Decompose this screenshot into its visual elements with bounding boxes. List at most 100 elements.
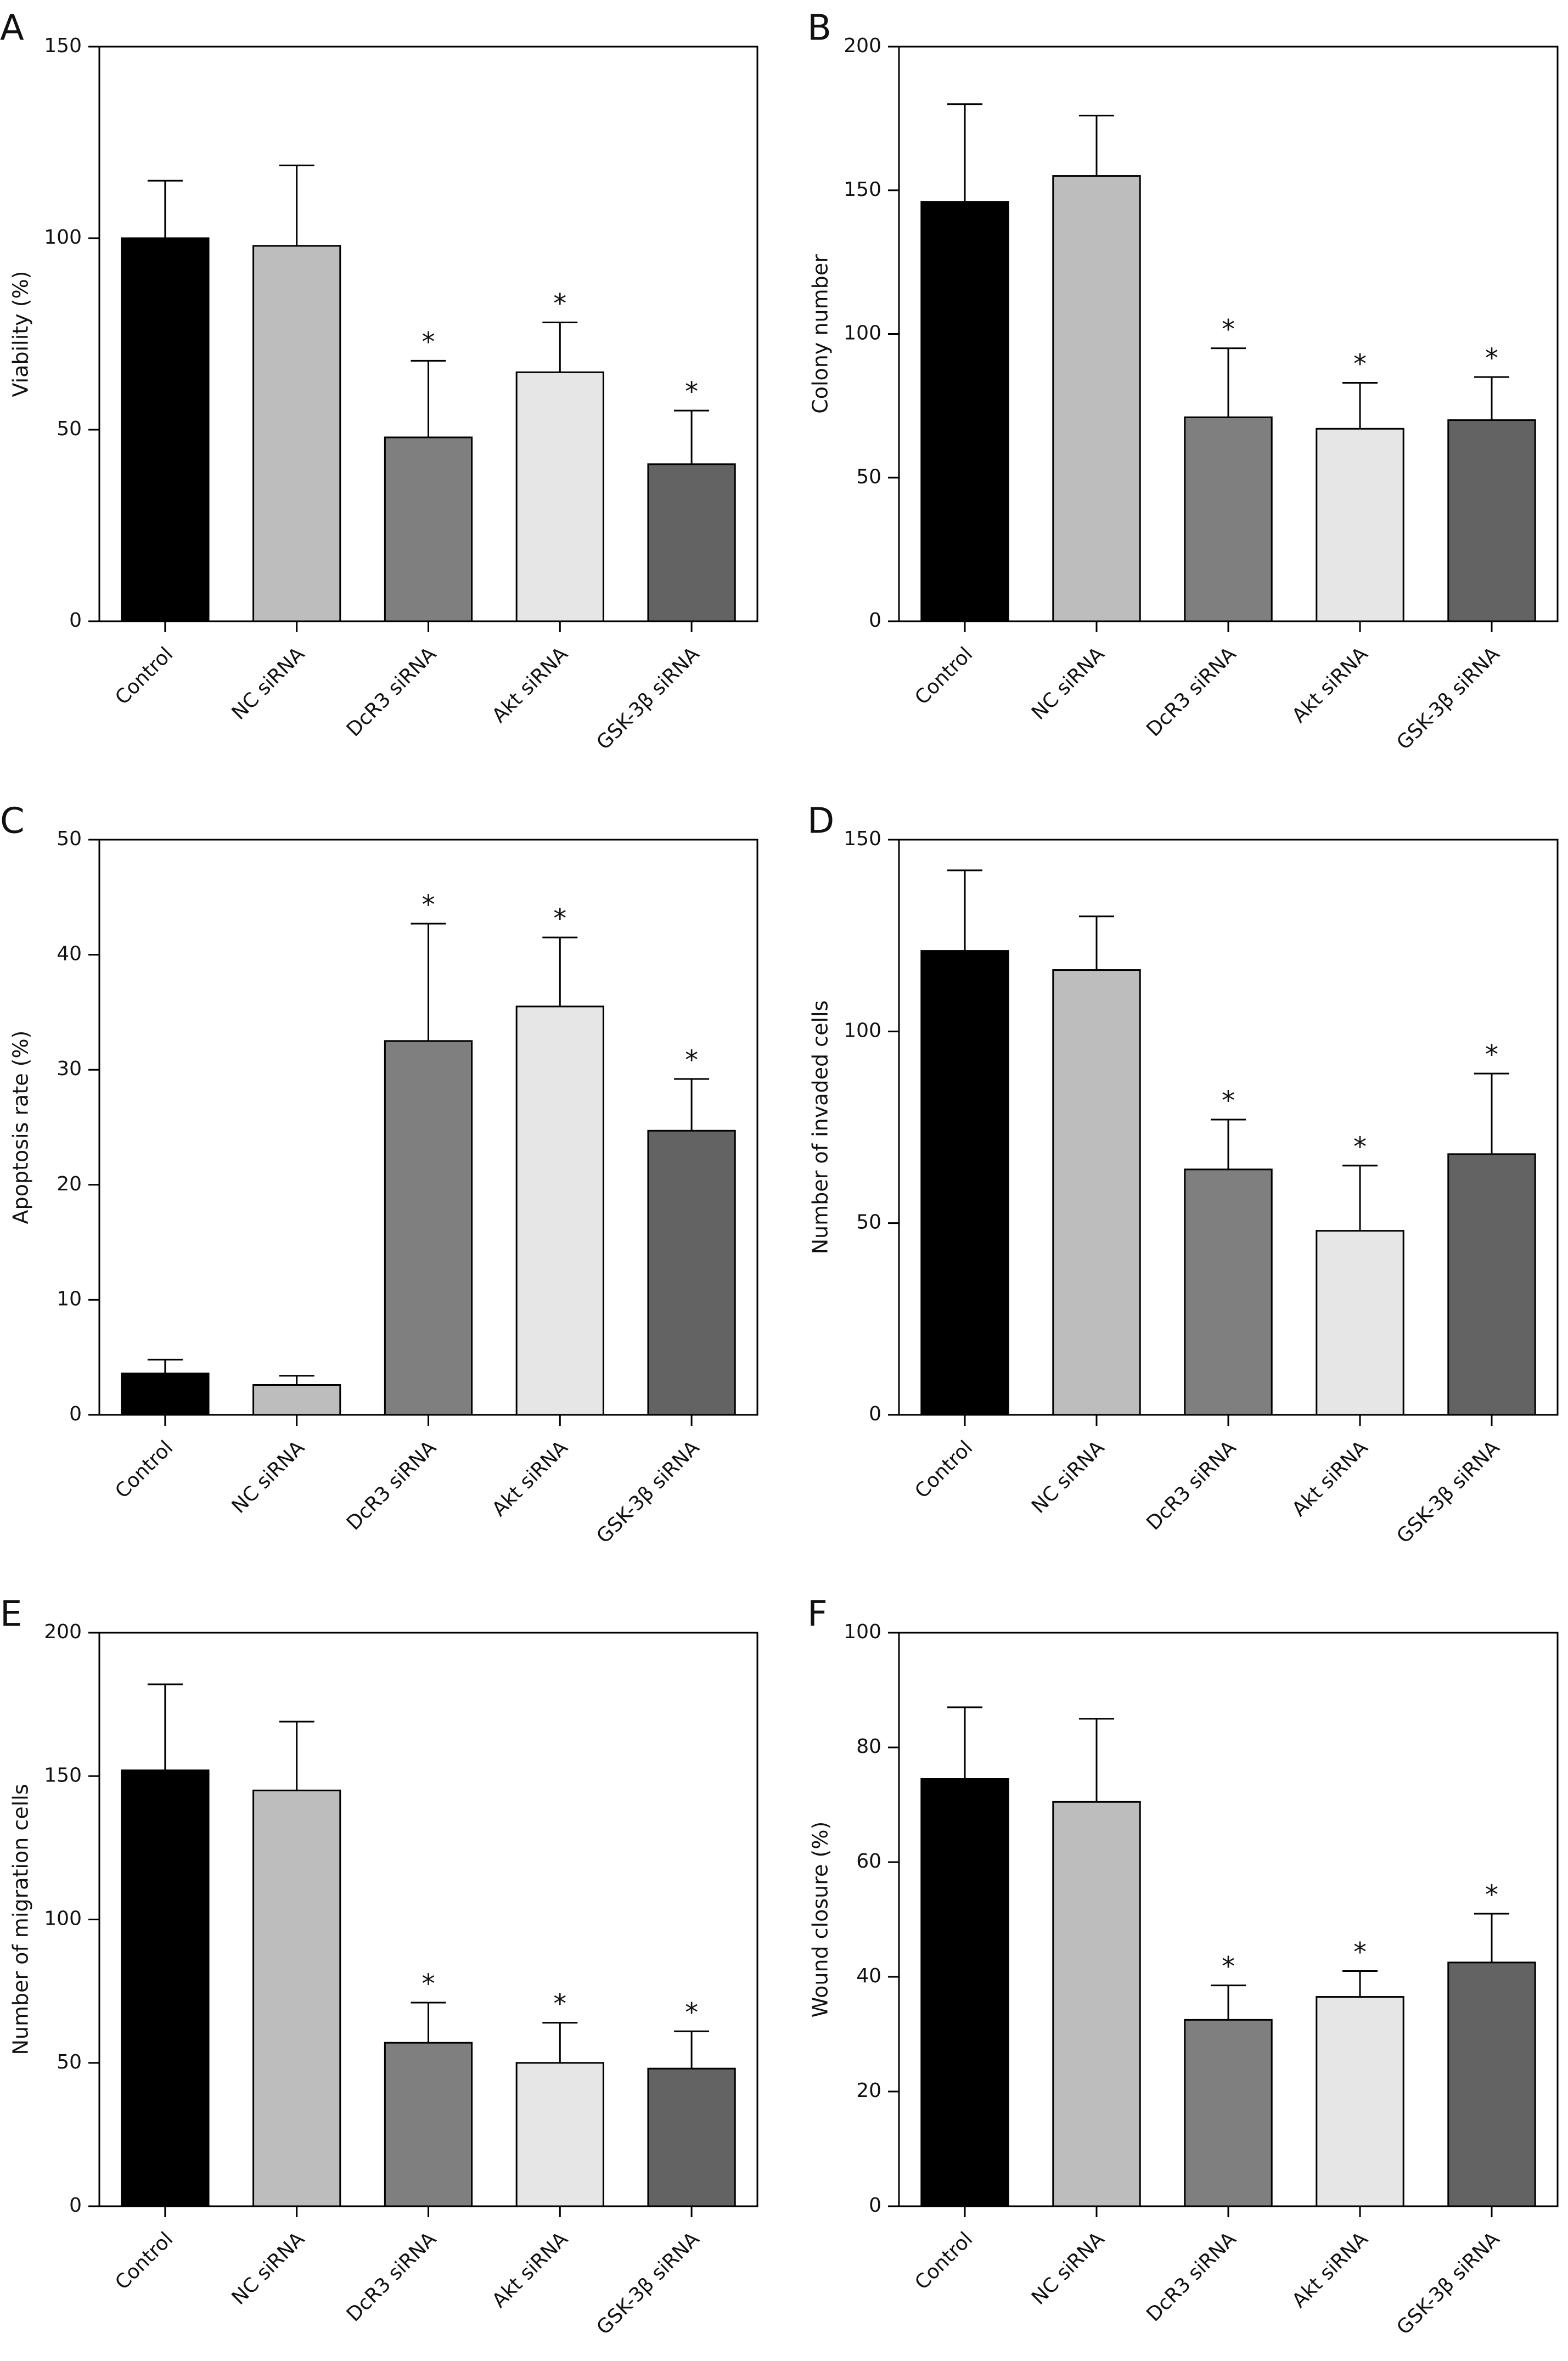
category-label: GSK-3β siRNA bbox=[1392, 2228, 1504, 2339]
category-label: Control bbox=[111, 2228, 177, 2294]
y-tick-label: 40 bbox=[856, 1965, 881, 1987]
bar bbox=[1184, 1168, 1273, 1416]
category-label: Akt siRNA bbox=[1288, 2228, 1373, 2312]
panel-e: E 0 50 100 150 200 Number of migration cells Co… bbox=[0, 1594, 758, 2339]
bar bbox=[1316, 1996, 1404, 2207]
y-tick-label: 100 bbox=[844, 1621, 881, 1643]
y-tick-label: 0 bbox=[869, 609, 881, 632]
category-label: NC siRNA bbox=[1027, 1436, 1109, 1518]
significance-marker: * bbox=[553, 289, 566, 319]
bar bbox=[1447, 1961, 1536, 2207]
significance-marker: * bbox=[685, 1997, 698, 2028]
significance-marker: * bbox=[685, 376, 698, 407]
category-label: Control bbox=[911, 643, 977, 709]
significance-marker: * bbox=[1222, 1952, 1235, 1982]
y-tick-label: 50 bbox=[856, 465, 881, 488]
category-label: GSK-3β siRNA bbox=[1392, 1436, 1504, 1548]
category-label: GSK-3β siRNA bbox=[1392, 643, 1504, 754]
y-tick-label: 10 bbox=[57, 1288, 82, 1310]
panel-letter: E bbox=[0, 1594, 22, 1635]
panel-a: A 0 50 100 150 Viability (%) Control NC siRNA * D… bbox=[0, 8, 758, 754]
bar bbox=[1052, 175, 1141, 622]
y-tick-label: 0 bbox=[69, 2194, 82, 2217]
y-tick-label: 0 bbox=[869, 1403, 881, 1425]
category-label: DcR3 siRNA bbox=[342, 643, 441, 741]
bar bbox=[920, 1778, 1009, 2207]
y-axis-title: Wound closure (%) bbox=[808, 1822, 833, 2018]
significance-marker: * bbox=[685, 1045, 698, 1076]
significance-marker: * bbox=[1353, 1132, 1367, 1162]
y-tick-label: 150 bbox=[44, 1764, 82, 1786]
panel-b: B 0 50 100 150 200 Colony number Control NC siRN… bbox=[807, 8, 1559, 754]
y-tick-label: 150 bbox=[844, 178, 881, 201]
significance-marker: * bbox=[1222, 314, 1235, 345]
y-tick-label: 40 bbox=[57, 943, 82, 965]
y-axis-title: Colony number bbox=[808, 254, 833, 414]
panel-f: F 0 20 40 60 80 100 Wound closure (%) Control NC … bbox=[807, 1594, 1559, 2339]
panel-letter: A bbox=[0, 8, 24, 49]
panel-letter: D bbox=[807, 801, 834, 842]
category-label: Control bbox=[111, 1436, 177, 1503]
category-label: DcR3 siRNA bbox=[1142, 1436, 1240, 1534]
category-label: Akt siRNA bbox=[1288, 1436, 1373, 1521]
category-label: Akt siRNA bbox=[488, 2228, 572, 2312]
category-label: Akt siRNA bbox=[488, 1436, 572, 1521]
y-axis-title: Apoptosis rate (%) bbox=[9, 1031, 33, 1224]
y-tick-label: 0 bbox=[869, 2194, 881, 2217]
category-label: DcR3 siRNA bbox=[1142, 2228, 1240, 2326]
significance-marker: * bbox=[422, 890, 435, 920]
y-axis-title: Number of migration cells bbox=[9, 1784, 33, 2055]
significance-marker: * bbox=[422, 1969, 435, 1999]
significance-marker: * bbox=[422, 327, 435, 357]
bar bbox=[515, 371, 604, 622]
category-label: Akt siRNA bbox=[488, 643, 572, 727]
bar bbox=[121, 237, 210, 622]
y-tick-label: 150 bbox=[844, 828, 881, 850]
bar bbox=[1447, 419, 1536, 622]
panel-letter: B bbox=[807, 8, 831, 49]
bar bbox=[1316, 1230, 1404, 1416]
bar bbox=[252, 245, 341, 622]
significance-marker: * bbox=[1353, 348, 1367, 379]
bar bbox=[252, 1789, 341, 2207]
category-label: DcR3 siRNA bbox=[1142, 643, 1240, 741]
y-tick-label: 20 bbox=[57, 1173, 82, 1195]
category-label: GSK-3β siRNA bbox=[592, 2228, 704, 2339]
category-label: Akt siRNA bbox=[1288, 643, 1373, 727]
significance-marker: * bbox=[1485, 343, 1498, 374]
category-label: GSK-3β siRNA bbox=[592, 1436, 704, 1548]
category-label: NC siRNA bbox=[1027, 2228, 1109, 2309]
y-tick-label: 20 bbox=[856, 2079, 881, 2102]
bar bbox=[252, 1384, 341, 1416]
bar bbox=[920, 950, 1009, 1416]
y-tick-label: 0 bbox=[69, 1403, 82, 1425]
y-tick-label: 50 bbox=[57, 418, 82, 440]
category-label: NC siRNA bbox=[228, 2228, 310, 2309]
significance-marker: * bbox=[1485, 1880, 1498, 1910]
bar bbox=[384, 1040, 473, 1416]
bar bbox=[121, 1769, 210, 2207]
category-label: Control bbox=[111, 643, 177, 709]
panel-c: C 0 10 20 30 40 50 Apoptosis rate (%) Control NC … bbox=[0, 801, 758, 1548]
category-label: NC siRNA bbox=[228, 1436, 310, 1518]
y-tick-label: 60 bbox=[856, 1850, 881, 1873]
y-tick-label: 200 bbox=[44, 1621, 82, 1643]
bar bbox=[920, 201, 1009, 622]
panel-letter: F bbox=[807, 1594, 828, 1635]
bar bbox=[121, 1373, 210, 1416]
y-tick-label: 50 bbox=[57, 2051, 82, 2073]
y-tick-label: 100 bbox=[844, 1019, 881, 1042]
y-tick-label: 80 bbox=[856, 1735, 881, 1758]
category-label: DcR3 siRNA bbox=[342, 1436, 441, 1534]
significance-marker: * bbox=[1485, 1039, 1498, 1070]
y-tick-label: 0 bbox=[69, 609, 82, 632]
y-tick-label: 100 bbox=[44, 1908, 82, 1930]
y-tick-label: 50 bbox=[57, 828, 82, 850]
bar bbox=[647, 463, 736, 622]
y-tick-label: 200 bbox=[844, 35, 881, 57]
category-label: DcR3 siRNA bbox=[342, 2228, 441, 2326]
bar bbox=[1184, 416, 1273, 622]
significance-marker: * bbox=[1353, 1937, 1367, 1968]
y-tick-label: 50 bbox=[856, 1211, 881, 1234]
y-tick-label: 100 bbox=[44, 226, 82, 249]
